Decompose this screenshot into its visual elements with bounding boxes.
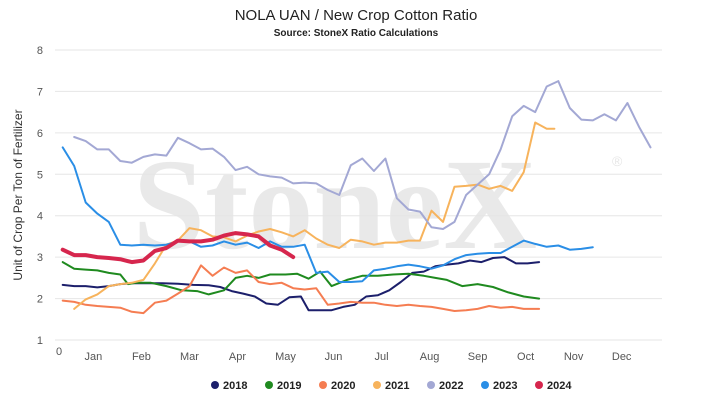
x-tick-label: Jun xyxy=(325,351,343,363)
x-tick-label: Feb xyxy=(132,351,151,363)
y-tick-label: 1 xyxy=(37,335,43,347)
legend-item-2024: 2024 xyxy=(547,380,572,392)
chart-subtitle: Source: StoneX Ratio Calculations xyxy=(274,28,439,39)
x-tick-label: May xyxy=(275,351,296,363)
watermark-text: StoneX xyxy=(133,133,537,277)
series-line-2023 xyxy=(61,146,594,283)
x-tick-label: Nov xyxy=(564,351,584,363)
series-line-2022 xyxy=(73,80,652,230)
legend-item-2018: 2018 xyxy=(223,380,247,392)
x-tick-label: Aug xyxy=(420,351,440,363)
x-tick-label: Jan xyxy=(85,351,103,363)
y-tick-label: 6 xyxy=(37,128,43,140)
chart-title: NOLA UAN / New Crop Cotton Ratio xyxy=(235,7,478,24)
legend-marker xyxy=(535,381,543,389)
x-tick-label: Oct xyxy=(517,351,534,363)
watermark: StoneX ® xyxy=(133,133,623,277)
legend-item-2019: 2019 xyxy=(277,380,301,392)
x-tick-label: Sep xyxy=(468,351,488,363)
legend-item-2022: 2022 xyxy=(439,380,463,392)
y-tick-label: 4 xyxy=(37,211,43,223)
legend-item-2021: 2021 xyxy=(385,380,409,392)
legend-marker xyxy=(427,381,435,389)
watermark-registered-icon: ® xyxy=(612,153,623,169)
x-tick-label: Apr xyxy=(229,351,246,363)
x-origin-label: 0 xyxy=(56,346,62,358)
y-tick-label: 7 xyxy=(37,86,43,98)
x-tick-label: Jul xyxy=(375,351,389,363)
y-tick-label: 2 xyxy=(37,294,43,306)
x-tick-label: Mar xyxy=(180,351,199,363)
y-axis-ticks: 1 2 3 4 5 6 7 8 xyxy=(37,45,43,347)
x-axis-ticks: 0 Jan Feb Mar Apr May Jun Jul Aug Sep Oct Nov Dec xyxy=(56,346,632,363)
y-tick-label: 8 xyxy=(37,45,43,57)
x-tick-label: Dec xyxy=(612,351,632,363)
series-line-2020 xyxy=(61,264,541,315)
legend-item-2020: 2020 xyxy=(331,380,355,392)
legend: 2018 2019 2020 2021 2022 2023 2024 xyxy=(211,380,572,392)
legend-marker xyxy=(319,381,327,389)
y-tick-label: 5 xyxy=(37,169,43,181)
series-line-2024 xyxy=(60,231,296,265)
legend-marker xyxy=(211,381,219,389)
series-lines xyxy=(60,80,652,315)
legend-marker xyxy=(373,381,381,389)
y-axis-label: Unit of Crop Per Ton of Fertilizer xyxy=(11,109,25,280)
y-tick-label: 3 xyxy=(37,252,43,264)
legend-marker xyxy=(265,381,273,389)
legend-item-2023: 2023 xyxy=(493,380,517,392)
legend-marker xyxy=(481,381,489,389)
grid-lines xyxy=(55,49,662,341)
